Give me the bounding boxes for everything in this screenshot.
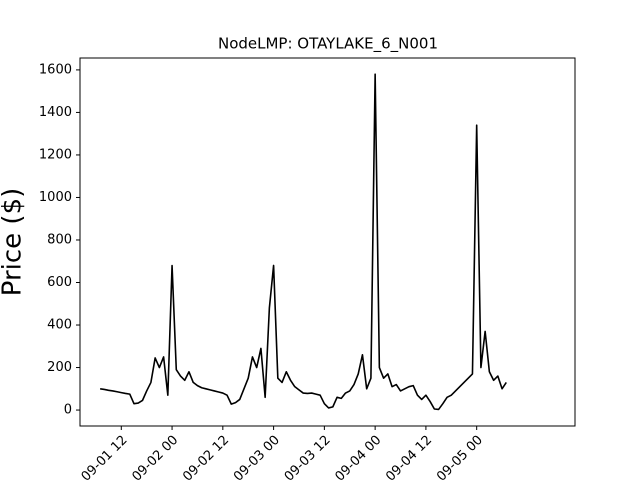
- x-tick-label: 09-03 00: [231, 433, 283, 480]
- x-tick-label: 09-03 12: [282, 433, 334, 480]
- x-tick-label: 09-05 00: [434, 433, 486, 480]
- x-tick-label: 09-01 12: [79, 433, 131, 480]
- x-tick-label: 09-04 00: [333, 433, 385, 480]
- x-tick-label: 09-04 12: [383, 433, 435, 480]
- y-tick-label: 1200: [39, 147, 72, 162]
- price-line: [100, 73, 507, 411]
- x-tick-label: 09-02 00: [129, 433, 181, 480]
- y-tick-label: 1000: [39, 190, 72, 205]
- plot-frame: [79, 57, 576, 427]
- y-tick-label: 1600: [39, 62, 72, 77]
- y-tick-label: 1400: [39, 105, 72, 120]
- y-tick-label: 0: [64, 403, 72, 418]
- y-tick-label: 600: [47, 275, 72, 290]
- chart-title: NodeLMP: OTAYLAKE_6_N001: [218, 35, 438, 54]
- y-tick-label: 800: [47, 232, 72, 247]
- y-axis-label: Price ($): [0, 188, 28, 297]
- y-tick-label: 400: [47, 318, 72, 333]
- x-tick-label: 09-02 12: [180, 433, 232, 480]
- y-tick-label: 200: [47, 360, 72, 375]
